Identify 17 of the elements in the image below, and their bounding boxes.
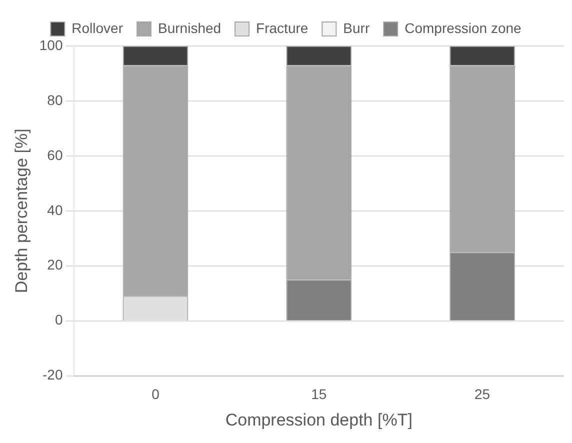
y-tick-label: 20 [47, 256, 63, 273]
y-tick-label: 40 [47, 202, 63, 218]
legend-label: Burnished [158, 20, 222, 36]
y-tick-label: -20 [42, 366, 63, 383]
legend-label: Compression zone [404, 20, 522, 36]
x-tick-label: 25 [474, 386, 490, 402]
y-tick-label: 0 [54, 312, 63, 328]
legend-label: Fracture [256, 20, 308, 36]
y-tick-label: 80 [47, 92, 63, 108]
legend-label: Burr [343, 20, 370, 36]
x-tick-label: 0 [152, 386, 160, 402]
y-tick-label: 60 [47, 146, 63, 163]
x-tick-label: 15 [311, 386, 327, 402]
legend-label: Rollover [72, 20, 124, 36]
y-tick-label: 100 [39, 36, 63, 53]
y-axis-title: Depth percentage [%] [12, 128, 31, 294]
x-axis-title: Compression depth [%T] [225, 410, 412, 430]
